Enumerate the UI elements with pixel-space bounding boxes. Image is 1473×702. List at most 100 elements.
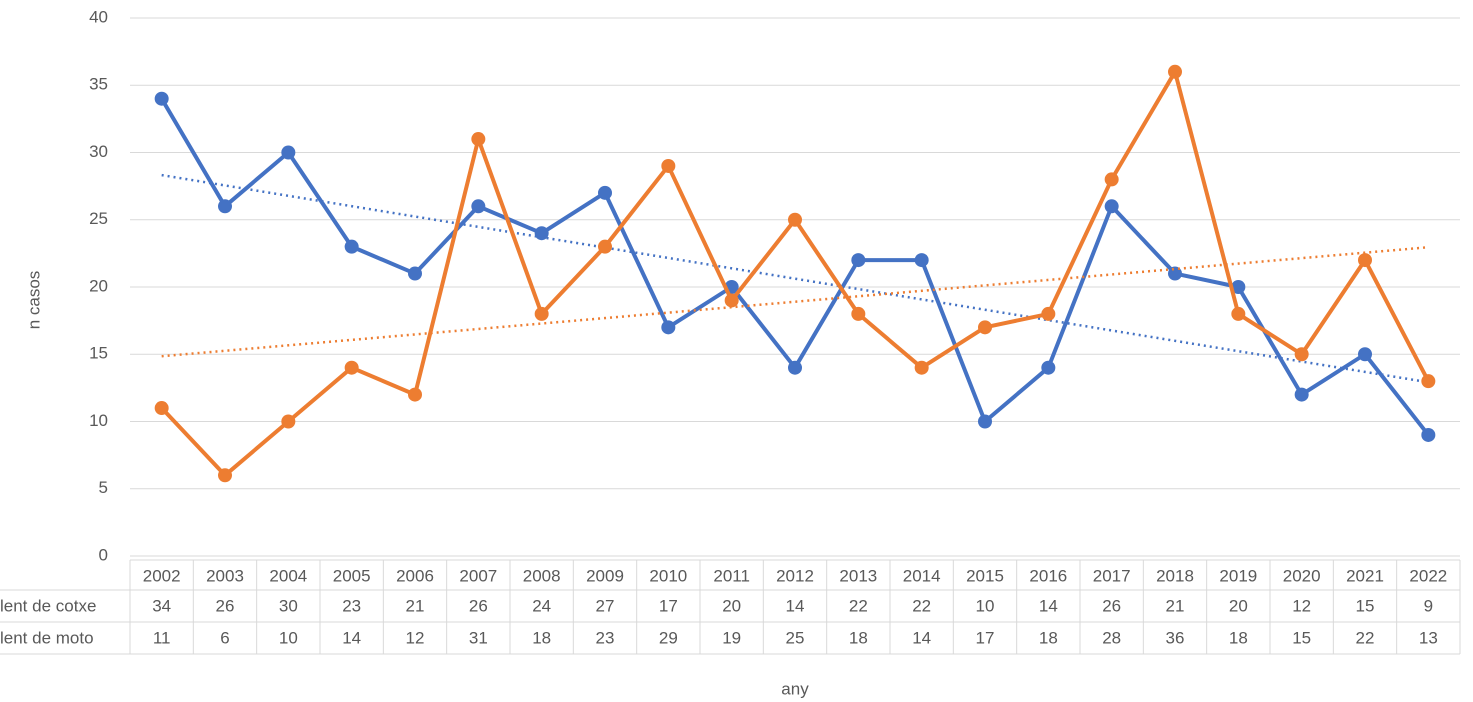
data-point: [1358, 347, 1372, 362]
legend-label: lent de cotxe: [0, 596, 96, 615]
table-value: 18: [1229, 628, 1248, 647]
data-point: [1168, 64, 1182, 79]
table-value: 24: [532, 596, 551, 615]
x-tick-label: 2009: [586, 566, 624, 585]
data-point: [534, 306, 549, 321]
x-tick-label: 2005: [333, 566, 371, 585]
y-tick-label: 5: [99, 478, 108, 497]
table-value: 30: [279, 596, 298, 615]
data-point: [661, 158, 676, 173]
x-tick-label: 2008: [523, 566, 561, 585]
table-value: 29: [659, 628, 678, 647]
x-tick-label: 2021: [1346, 566, 1384, 585]
data-point: [1041, 306, 1056, 321]
y-tick-label: 15: [89, 344, 108, 363]
data-point: [1294, 387, 1309, 402]
table-value: 10: [279, 628, 298, 647]
table-value: 23: [342, 596, 361, 615]
trendline: [161, 245, 1429, 358]
table-value: 12: [406, 628, 425, 647]
data-point: [1231, 306, 1246, 321]
y-tick-label: 40: [89, 7, 108, 26]
table-value: 22: [912, 596, 931, 615]
data-point: [851, 253, 866, 268]
y-tick-label: 35: [89, 75, 108, 94]
table-value: 25: [786, 628, 805, 647]
table-value: 12: [1292, 596, 1311, 615]
y-tick-label: 25: [89, 209, 108, 228]
table-value: 26: [469, 596, 488, 615]
table-value: 23: [596, 628, 615, 647]
x-tick-label: 2003: [206, 566, 244, 585]
table-value: 17: [976, 628, 995, 647]
x-tick-label: 2020: [1283, 566, 1321, 585]
x-tick-label: 2004: [269, 566, 307, 585]
table-value: 26: [1102, 596, 1121, 615]
table-value: 21: [1166, 596, 1185, 615]
table-value: 11: [153, 628, 171, 647]
data-point: [1168, 266, 1182, 281]
x-tick-label: 2010: [649, 566, 687, 585]
table-value: 14: [1039, 596, 1058, 615]
data-point: [218, 468, 232, 483]
table-value: 21: [406, 596, 425, 615]
data-point: [534, 226, 549, 241]
table-value: 9: [1424, 596, 1433, 615]
y-tick-label: 20: [89, 276, 108, 295]
y-tick-label: 10: [89, 411, 108, 430]
data-point: [914, 360, 929, 375]
data-point: [154, 91, 169, 106]
data-point: [851, 306, 866, 321]
data-point: [724, 293, 739, 308]
data-point: [1421, 427, 1436, 442]
data-point: [788, 360, 802, 375]
x-tick-label: 2022: [1409, 566, 1447, 585]
x-tick-label: 2006: [396, 566, 434, 585]
data-point: [218, 199, 232, 214]
data-point: [471, 199, 486, 214]
x-tick-label: 2011: [713, 566, 750, 585]
x-tick-label: 2014: [903, 566, 941, 585]
table-value: 14: [342, 628, 361, 647]
table-value: 18: [532, 628, 551, 647]
table-value: 13: [1419, 628, 1438, 647]
table-value: 26: [216, 596, 235, 615]
x-tick-label: 2019: [1219, 566, 1257, 585]
data-point: [1104, 172, 1119, 187]
data-point: [1041, 360, 1056, 375]
x-tick-label: 2012: [776, 566, 814, 585]
x-tick-label: 2018: [1156, 566, 1194, 585]
data-point: [344, 239, 359, 254]
data-point: [1104, 199, 1119, 214]
data-point: [978, 414, 992, 429]
table-value: 14: [786, 596, 805, 615]
table-value: 19: [722, 628, 741, 647]
data-point: [408, 266, 422, 281]
table-value: 27: [596, 596, 615, 615]
data-point: [1421, 374, 1436, 389]
table-value: 20: [722, 596, 741, 615]
table-value: 20: [1229, 596, 1248, 615]
data-point: [1231, 280, 1246, 294]
table-value: 22: [1356, 628, 1375, 647]
data-point: [154, 401, 169, 416]
table-value: 6: [220, 628, 229, 647]
series-line: [160, 69, 1431, 478]
x-tick-label: 2013: [839, 566, 877, 585]
data-point: [281, 145, 296, 160]
data-point: [408, 387, 422, 402]
data-point: [914, 253, 929, 268]
x-tick-label: 2017: [1093, 566, 1131, 585]
data-point: [471, 132, 486, 147]
legend-label: lent de moto: [0, 628, 94, 647]
table-value: 28: [1102, 628, 1121, 647]
x-tick-label: 2016: [1029, 566, 1067, 585]
x-axis-title: any: [781, 679, 809, 698]
data-point: [661, 320, 676, 335]
y-axis-title: n casos: [24, 271, 43, 330]
series-line: [159, 97, 1430, 437]
table-value: 22: [849, 596, 868, 615]
table-value: 34: [152, 596, 171, 615]
table-value: 17: [659, 596, 678, 615]
